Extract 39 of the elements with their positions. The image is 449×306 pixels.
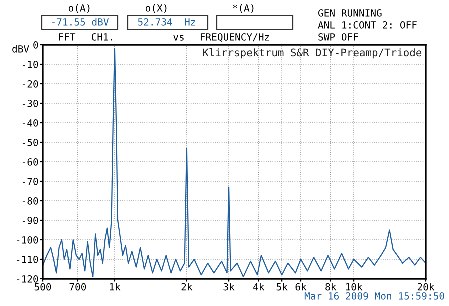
y-tick-label: -100	[17, 236, 38, 244]
chart-title: Klirrspektrum S&R DIY-Preamp/Triode	[203, 48, 422, 59]
x-axis-title: FREQUENCY/Hz	[200, 33, 270, 42]
y-tick-label: 0	[34, 42, 38, 49]
x-tick-label: 8k	[326, 283, 337, 291]
x-tick-label: 500	[34, 283, 52, 291]
text: GEN RUNNING	[318, 9, 382, 17]
y-tick-label: -40	[22, 120, 38, 127]
x-tick-label: 700	[70, 283, 86, 291]
x-tick-label: 5k	[276, 283, 288, 291]
text: o(X)	[146, 4, 167, 13]
x-tick-label: 2k	[182, 283, 193, 291]
text: ANL 1:CONT 2: OFF	[318, 21, 417, 29]
x-tick-label: 20k	[418, 283, 435, 291]
text: SWP OFF	[318, 33, 358, 41]
x-tick-label: 3k	[224, 283, 235, 291]
y-tick-label: -60	[22, 158, 38, 166]
x-tick-label: 10k	[346, 283, 363, 291]
text: o(A)	[68, 4, 90, 13]
y-tick-label: -110	[17, 256, 38, 264]
x-tick-label: 4k	[254, 283, 265, 291]
x-tick-label: 6k	[296, 283, 307, 291]
y-tick-label: -120	[17, 276, 38, 283]
text: CH1.	[92, 33, 112, 41]
y-tick-label: -20	[22, 80, 38, 88]
text: -71.55 dBV	[52, 18, 109, 26]
y-axis-title: dBV	[12, 45, 30, 53]
x-tick-label: 1k	[110, 283, 121, 291]
y-tick-label: -10	[22, 61, 38, 68]
text: vs	[174, 35, 184, 41]
y-tick-label: -50	[22, 139, 38, 146]
y-tick-label: -90	[22, 217, 38, 224]
y-tick-label: -70	[22, 178, 38, 186]
y-tick-label: -30	[22, 100, 38, 108]
text: FFT	[59, 34, 76, 41]
text: 52.734 Hz	[138, 18, 196, 26]
y-tick-label: -80	[22, 198, 38, 205]
text: Mar 16 2009 Mon 15:59:50	[304, 292, 444, 300]
text: *(A)	[233, 4, 254, 13]
